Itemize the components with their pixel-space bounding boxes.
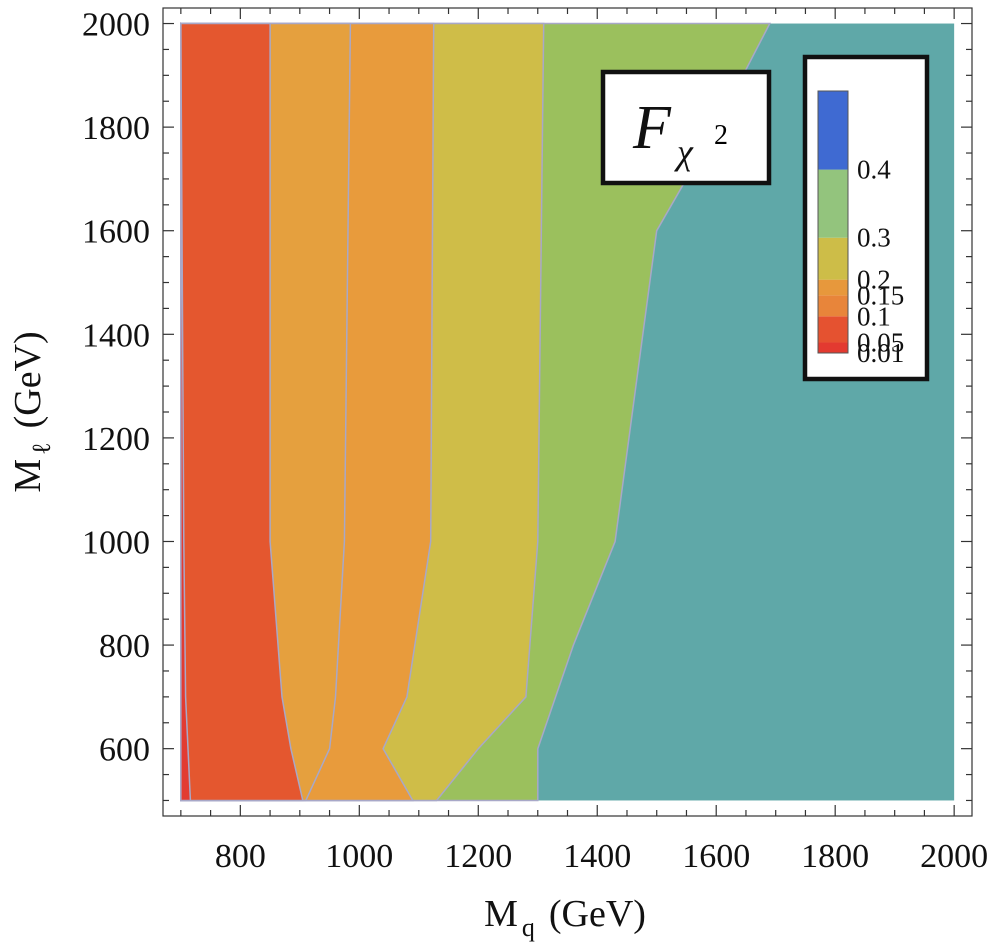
- y-tick-label: 1800: [82, 110, 150, 147]
- y-axis-title: Mℓ (GeV): [7, 331, 56, 492]
- x-axis-sub: q: [522, 913, 535, 942]
- y-axis-unit: (GeV): [7, 331, 49, 428]
- inset-label-frame: [600, 69, 772, 186]
- legend-swatch: [818, 169, 848, 238]
- y-tick-label: 800: [99, 628, 150, 665]
- x-tick-label: 1200: [444, 838, 512, 875]
- y-tick-label: 600: [99, 732, 150, 769]
- y-axis-main: M: [7, 459, 49, 493]
- legend-swatches: [817, 90, 849, 354]
- x-axis-unit: (GeV): [549, 893, 646, 935]
- legend: 0.4 0.3 0.2 0.15 0.1 0.05 0.01: [802, 54, 930, 382]
- y-tick-label: 1600: [82, 214, 150, 251]
- x-axis-main: M: [484, 893, 518, 935]
- contour-regions: [180, 21, 955, 802]
- y-tick-label: 1200: [82, 421, 150, 458]
- axis-ticks: [163, 8, 972, 816]
- legend-swatch: [818, 295, 848, 317]
- legend-labels: 0.4 0.3 0.2 0.15 0.1 0.05 0.01: [857, 155, 904, 368]
- legend-label: 0.01: [857, 338, 904, 368]
- legend-swatch: [818, 91, 848, 170]
- contour-region: [180, 21, 192, 802]
- x-tick-label: 1400: [563, 838, 631, 875]
- x-tick-label: 1000: [325, 838, 393, 875]
- y-axis-sub: ℓ: [27, 442, 56, 454]
- legend-swatch: [818, 279, 848, 296]
- legend-label: 0.1: [857, 301, 891, 331]
- y-tick-labels: 600 800 1000 1200 1400 1600 1800 2000: [82, 7, 150, 769]
- legend-swatch: [818, 342, 848, 353]
- legend-swatch: [818, 316, 848, 343]
- y-tick-label: 2000: [82, 7, 150, 44]
- x-tick-labels: 800 1000 1200 1400 1600 1800 2000: [215, 838, 988, 875]
- x-tick-label: 1800: [801, 838, 869, 875]
- legend-label: 0.3: [857, 223, 891, 253]
- legend-swatch: [818, 237, 848, 280]
- legend-swatch-frame: [817, 90, 849, 354]
- inset-label-sub: χ: [674, 132, 694, 172]
- y-tick-label: 1000: [82, 524, 150, 561]
- x-tick-label: 800: [215, 838, 266, 875]
- inset-label-sup: 2: [714, 120, 728, 151]
- legend-label: 0.05: [857, 328, 904, 358]
- x-tick-label: 1600: [682, 838, 750, 875]
- inset-label-box: F χ 2: [600, 69, 772, 186]
- legend-label: 0.2: [857, 265, 891, 295]
- x-tick-label: 2000: [920, 838, 988, 875]
- legend-label: 0.15: [857, 280, 904, 310]
- y-tick-label: 1400: [82, 317, 150, 354]
- legend-label: 0.4: [857, 155, 891, 185]
- inset-label-script: F: [632, 94, 672, 162]
